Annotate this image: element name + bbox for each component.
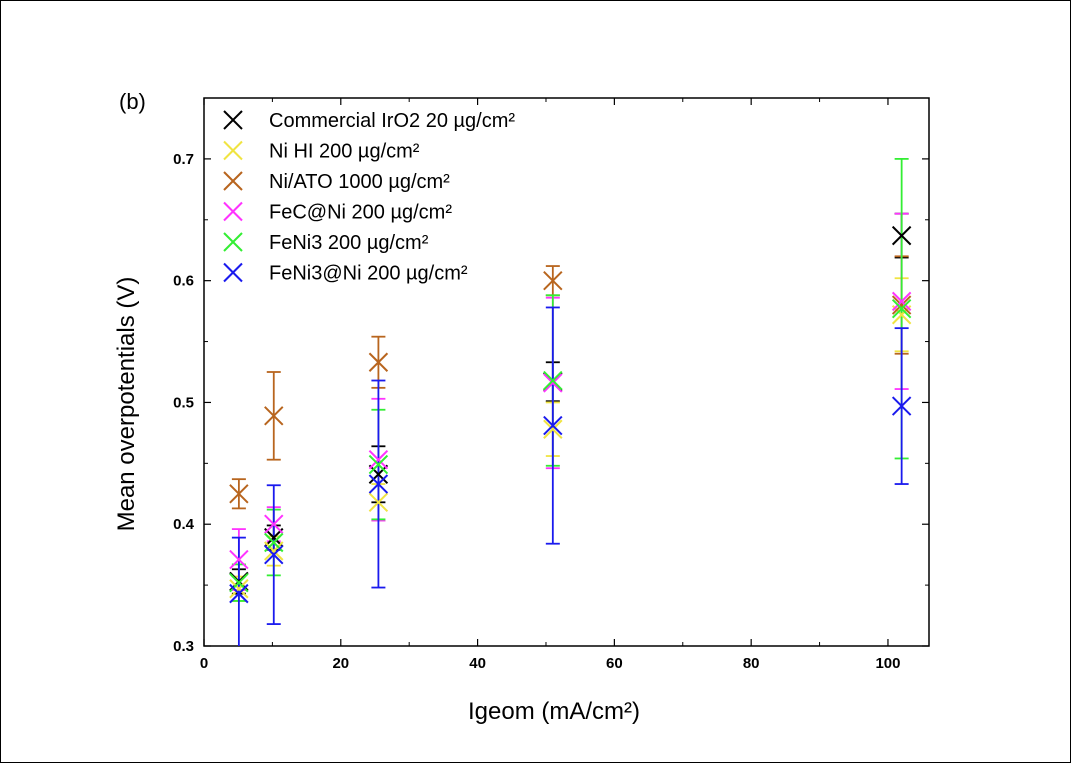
data-point [368, 454, 389, 475]
legend-label: FeC@Ni 200 µg/cm² [269, 202, 452, 224]
marker-stroke [368, 492, 389, 513]
marker-stroke [543, 415, 563, 436]
data-point [264, 406, 284, 426]
marker-stroke [543, 370, 563, 391]
marker-stroke [368, 449, 389, 470]
x-tick-label: 60 [606, 655, 623, 672]
x-tick-label: 100 [875, 655, 900, 672]
legend-label: Commercial IrO2 20 µg/cm² [269, 110, 515, 132]
data-point [891, 291, 912, 312]
legend-item: Commercial IrO2 20 µg/cm² [223, 110, 515, 132]
marker-stroke [264, 514, 284, 534]
data-point [229, 583, 249, 604]
marker-stroke [368, 474, 389, 494]
legend-item: FeNi3@Ni 200 µg/cm² [223, 262, 468, 285]
marker-stroke [264, 541, 284, 561]
data-point [368, 449, 389, 470]
plot-border [203, 97, 930, 647]
data-point [368, 352, 389, 372]
data-point [368, 492, 389, 513]
data-point [891, 396, 912, 416]
x-tick-label: 40 [469, 655, 486, 672]
data-point [229, 484, 249, 504]
legend-marker [223, 232, 243, 252]
marker-stroke [264, 406, 284, 426]
marker-stroke [891, 298, 912, 319]
data-point [368, 464, 389, 485]
data-point [891, 295, 912, 315]
y-tick-label: 0.5 [173, 394, 194, 411]
x-tick-label: 20 [332, 655, 349, 672]
data-point [368, 474, 389, 494]
data-markers [229, 225, 912, 604]
data-point [543, 370, 563, 391]
x-axis-title: Igeom (mA/cm²) [468, 698, 640, 725]
marker-stroke [543, 373, 563, 393]
y-axis-title: Mean overpotentials (V) [113, 277, 140, 532]
legend-label: Ni HI 200 µg/cm² [269, 141, 420, 163]
legend-marker [223, 171, 243, 191]
data-point [891, 225, 912, 246]
legend-marker [223, 140, 243, 161]
legend-label: FeNi3 200 µg/cm² [269, 232, 429, 254]
data-point [543, 373, 563, 393]
panel-label: (b) [119, 89, 146, 114]
marker-stroke [368, 454, 389, 475]
legend-item: FeNi3 200 µg/cm² [223, 232, 429, 254]
data-point [229, 549, 249, 570]
legend-item: Ni HI 200 µg/cm² [223, 140, 420, 163]
legend-marker [223, 262, 243, 283]
data-point [543, 415, 563, 436]
marker-stroke [543, 270, 563, 291]
data-point [891, 298, 912, 319]
y-tick-label: 0.6 [173, 273, 194, 290]
marker-stroke [368, 352, 389, 372]
marker-stroke [891, 295, 912, 315]
legend-marker [223, 110, 243, 130]
marker-stroke [229, 579, 249, 599]
y-tick-label: 0.4 [173, 516, 195, 533]
marker-stroke [229, 549, 249, 570]
marker-stroke [368, 464, 389, 485]
legend-label: Ni/ATO 1000 µg/cm² [269, 171, 450, 193]
legend-label: FeNi3@Ni 200 µg/cm² [269, 263, 468, 285]
data-point [229, 579, 249, 599]
plot-area [203, 97, 930, 647]
marker-stroke [264, 544, 284, 565]
data-point [264, 544, 284, 565]
data-point [264, 541, 284, 561]
legend-item: Ni/ATO 1000 µg/cm² [223, 171, 450, 193]
marker-stroke [543, 419, 563, 439]
x-tick-label: 80 [743, 655, 760, 672]
y-tick-label: 0.3 [173, 638, 194, 655]
marker-stroke [891, 396, 912, 416]
legend-item: FeC@Ni 200 µg/cm² [223, 201, 452, 224]
marker-stroke [891, 291, 912, 312]
y-tick-label: 0.7 [173, 151, 194, 168]
axes: 0 20 40 60 80 100 0.3 0.4 0.5 0.6 0.7 [173, 98, 929, 672]
marker-stroke [229, 583, 249, 604]
data-point [543, 270, 563, 291]
data-point [543, 419, 563, 439]
marker-stroke [891, 225, 912, 246]
data-point [264, 514, 284, 534]
legend-marker [223, 201, 243, 222]
legend: Commercial IrO2 20 µg/cm² Ni HI 200 µg/cm… [223, 110, 515, 285]
x-tick-label: 0 [200, 655, 208, 672]
marker-stroke [229, 484, 249, 504]
